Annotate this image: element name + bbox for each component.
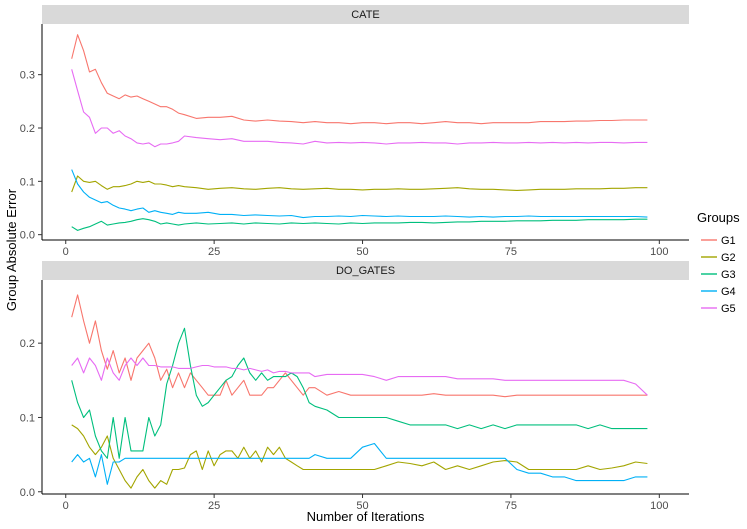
legend-title: Groups xyxy=(697,210,740,225)
x-tick-label-do-gates: 0 xyxy=(63,500,69,512)
series-lines-cate xyxy=(71,34,648,231)
series-line-do-gates-g4 xyxy=(71,442,648,485)
x-tick-label-cate: 50 xyxy=(356,246,368,258)
y-tick-label-cate: 0.3 xyxy=(20,70,35,82)
y-tick-label-do-gates: 0.1 xyxy=(20,412,35,424)
legend-label-g5: G5 xyxy=(721,303,736,315)
panel-do-gates: DO_GATES 0.0 0.1 0.2 0 25 50 75 100 xyxy=(20,261,689,512)
legend-label-g1: G1 xyxy=(721,235,736,247)
y-tick-label-do-gates: 0.2 xyxy=(20,338,35,350)
series-line-cate-g1 xyxy=(71,34,648,125)
y-ticks-cate: 0.0 0.1 0.2 0.3 xyxy=(20,70,42,242)
series-line-cate-g4 xyxy=(71,169,648,219)
y-tick-label-cate: 0.2 xyxy=(20,123,35,135)
x-tick-label-cate: 75 xyxy=(505,246,517,258)
series-line-do-gates-g5 xyxy=(71,357,648,396)
series-line-cate-g2 xyxy=(71,175,648,193)
series-line-do-gates-g3 xyxy=(71,327,648,459)
x-axis-title: Number of Iterations xyxy=(307,509,425,524)
strip-label-cate: CATE xyxy=(351,9,380,21)
panel-strip-cate xyxy=(42,5,689,24)
x-tick-label-do-gates: 75 xyxy=(505,500,517,512)
x-ticks-do-gates: 0 25 50 75 100 xyxy=(63,494,669,512)
legend: Groups G1 G2 G3 G4 G5 xyxy=(697,210,740,315)
series-line-do-gates-g2 xyxy=(71,424,648,489)
series-line-do-gates-g1 xyxy=(71,294,648,398)
legend-label-g4: G4 xyxy=(721,286,736,298)
y-axis-title: Group Absolute Error xyxy=(4,188,19,311)
series-line-cate-g3 xyxy=(71,218,648,231)
x-tick-label-do-gates: 50 xyxy=(356,500,368,512)
y-tick-label-do-gates: 0.0 xyxy=(20,487,35,499)
y-tick-label-cate: 0.1 xyxy=(20,176,35,188)
legend-label-g2: G2 xyxy=(721,252,736,264)
series-lines-do-gates xyxy=(71,294,648,489)
x-tick-label-cate: 0 xyxy=(63,246,69,258)
series-line-cate-g5 xyxy=(71,69,648,148)
x-ticks-cate: 0 25 50 75 100 xyxy=(63,240,669,258)
x-tick-label-cate: 25 xyxy=(208,246,220,258)
panel-cate: CATE 0.0 0.1 0.2 0.3 0 25 50 75 100 xyxy=(20,5,689,258)
x-tick-label-do-gates: 25 xyxy=(208,500,220,512)
y-tick-label-cate: 0.0 xyxy=(20,230,35,242)
x-tick-label-do-gates: 100 xyxy=(650,500,668,512)
y-ticks-do-gates: 0.0 0.1 0.2 xyxy=(20,338,42,499)
x-tick-label-cate: 100 xyxy=(650,246,668,258)
panel-strip-do-gates xyxy=(42,261,689,280)
strip-label-do-gates: DO_GATES xyxy=(336,265,395,277)
legend-label-g3: G3 xyxy=(721,269,736,281)
